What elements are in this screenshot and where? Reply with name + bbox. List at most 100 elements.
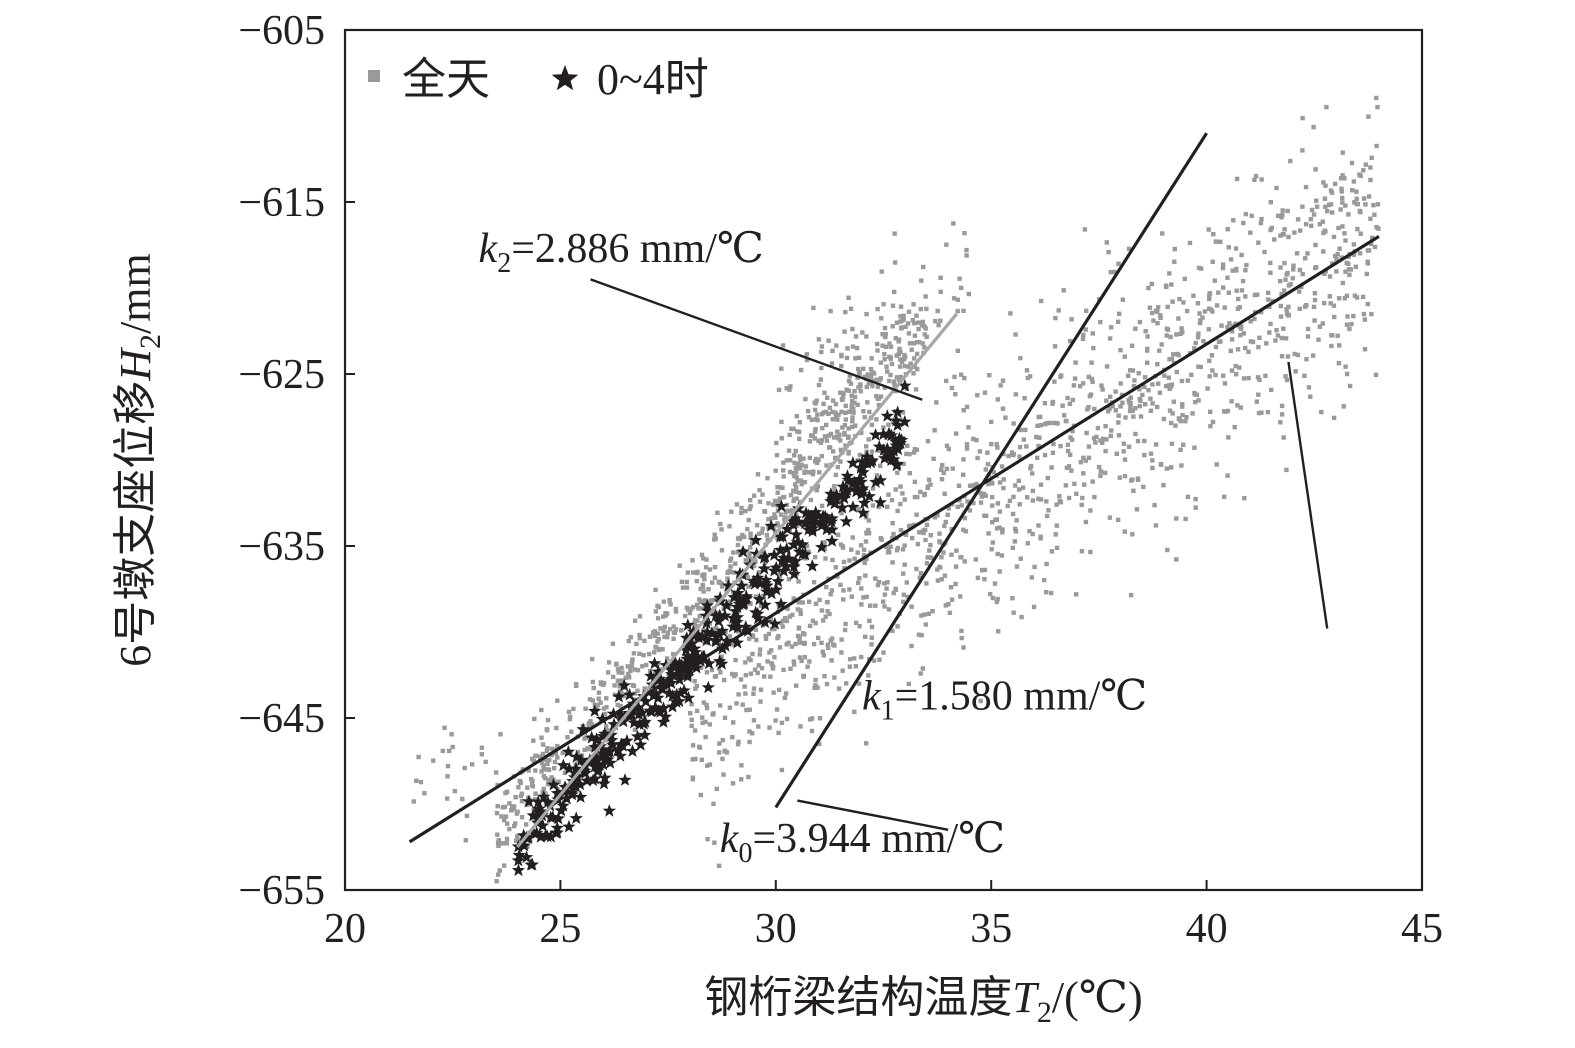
- data-point: [897, 364, 903, 369]
- data-point: [887, 341, 892, 346]
- data-point: [1150, 458, 1155, 463]
- data-point: [745, 526, 750, 532]
- data-point: [1073, 360, 1078, 365]
- data-point: [1098, 319, 1103, 325]
- data-point: [1093, 440, 1098, 445]
- data-point: [411, 799, 416, 804]
- data-point: [507, 801, 512, 806]
- data-point: [652, 672, 666, 685]
- data-point: [1243, 294, 1248, 299]
- data-point: [1352, 200, 1357, 205]
- data-point: [1131, 383, 1137, 389]
- data-point: [739, 629, 744, 634]
- data-point: [819, 411, 825, 417]
- data-point: [1330, 261, 1335, 266]
- data-point: [1314, 204, 1320, 209]
- data-point: [847, 475, 862, 489]
- data-point: [1235, 403, 1240, 408]
- data-point: [995, 397, 1000, 402]
- data-point: [775, 521, 780, 526]
- data-point: [718, 521, 723, 527]
- data-point: [1229, 399, 1234, 404]
- data-point: [829, 588, 835, 593]
- data-point: [712, 575, 718, 580]
- data-point: [1279, 335, 1284, 341]
- data-point: [721, 578, 736, 592]
- data-point: [1155, 309, 1160, 315]
- data-point: [967, 508, 973, 513]
- data-point: [769, 626, 775, 632]
- data-point: [536, 818, 550, 832]
- data-point: [649, 687, 663, 700]
- data-point: [794, 485, 799, 490]
- fit-line-k2: [516, 312, 958, 849]
- x-tick-label: 45: [1401, 906, 1443, 952]
- data-point: [734, 701, 739, 706]
- data-point: [540, 789, 545, 795]
- data-point: [1328, 301, 1333, 306]
- data-point: [1069, 437, 1075, 442]
- data-point: [967, 483, 973, 488]
- data-point: [552, 759, 558, 765]
- data-point: [1070, 397, 1075, 403]
- data-point: [1108, 394, 1113, 399]
- data-point: [1275, 333, 1281, 338]
- data-point: [1218, 239, 1223, 244]
- data-point: [905, 594, 911, 600]
- data-point: [816, 337, 822, 342]
- data-point: [1184, 415, 1189, 420]
- data-point: [788, 384, 793, 389]
- data-point: [598, 726, 612, 740]
- data-point: [706, 587, 711, 592]
- data-point: [850, 419, 855, 424]
- data-point: [833, 401, 839, 407]
- data-point: [445, 796, 450, 801]
- data-point: [1104, 398, 1109, 403]
- data-point: [957, 276, 962, 281]
- data-point: [757, 487, 762, 493]
- data-point: [956, 483, 962, 488]
- data-point: [881, 449, 895, 463]
- data-point: [494, 879, 499, 884]
- data-point: [982, 390, 988, 395]
- data-point: [671, 624, 676, 629]
- data-point: [587, 753, 601, 766]
- data-point: [820, 522, 834, 536]
- data-point: [835, 417, 840, 422]
- data-point: [850, 535, 855, 540]
- data-point: [812, 436, 818, 441]
- data-point: [798, 608, 803, 613]
- data-point: [1025, 541, 1030, 546]
- y-axis-title: 6号墩支座位移H2/mm: [111, 253, 167, 666]
- data-point: [445, 763, 451, 769]
- data-point: [895, 624, 900, 629]
- data-point: [1181, 300, 1186, 305]
- data-point: [813, 554, 818, 560]
- data-point: [757, 499, 763, 504]
- data-point: [735, 542, 741, 548]
- data-point: [757, 551, 771, 564]
- data-point: [1177, 296, 1182, 302]
- legend-marker-night: [551, 65, 579, 91]
- data-point: [827, 611, 832, 617]
- data-point: [704, 705, 710, 711]
- data-point: [766, 501, 771, 506]
- data-point: [814, 456, 819, 462]
- data-point: [737, 596, 751, 610]
- data-point: [774, 440, 779, 446]
- data-point: [852, 389, 857, 394]
- data-point: [835, 429, 840, 434]
- data-point: [832, 484, 837, 489]
- data-point: [1178, 331, 1183, 336]
- data-point: [656, 715, 671, 728]
- data-point: [1278, 314, 1284, 319]
- data-point: [681, 639, 695, 653]
- data-point: [729, 509, 734, 514]
- data-point: [1207, 291, 1213, 296]
- data-point: [1030, 531, 1035, 537]
- data-point: [628, 635, 633, 640]
- data-point: [1035, 455, 1040, 461]
- data-point: [795, 537, 810, 551]
- data-point: [496, 838, 501, 843]
- data-point: [842, 329, 847, 334]
